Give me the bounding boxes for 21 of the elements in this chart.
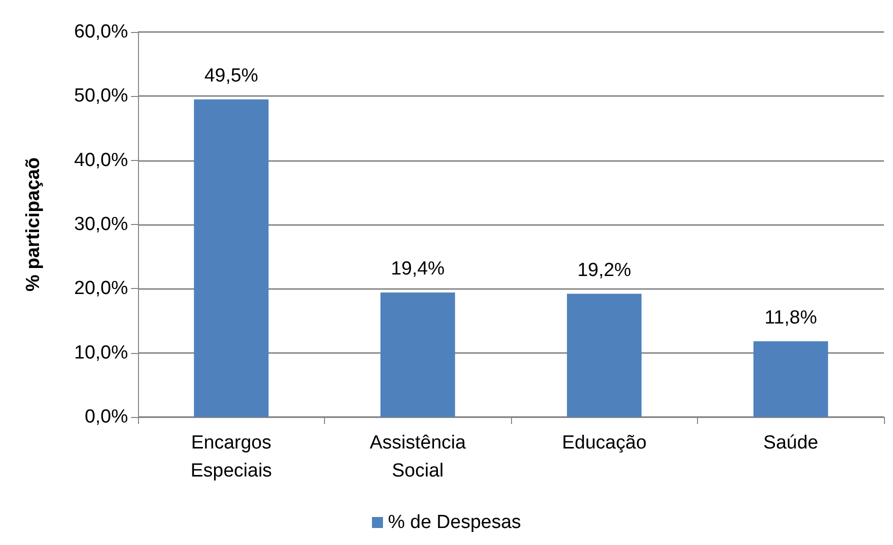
y-tick-label: 20,0%	[74, 278, 128, 300]
y-axis-title: % participaçaõ	[23, 157, 44, 292]
y-tick-label: 50,0%	[74, 86, 128, 107]
y-tick-label: 0,0%	[84, 406, 128, 428]
y-tick-label: 30,0%	[74, 214, 128, 235]
data-label: 49,5%	[204, 65, 258, 86]
x-tick-label: Saúde	[763, 432, 818, 454]
y-tick-label: 40,0%	[74, 150, 128, 171]
bar	[753, 341, 828, 417]
data-label: 19,2%	[577, 260, 632, 281]
bar	[194, 99, 269, 417]
bar	[380, 292, 456, 417]
legend-label: % de Despesas	[388, 512, 522, 533]
y-tick-label: 60,0%	[74, 22, 128, 42]
data-label: 19,4%	[390, 258, 445, 280]
x-tick-label: Educação	[562, 432, 647, 454]
data-label: 11,8%	[764, 307, 818, 328]
bar	[566, 294, 642, 417]
x-tick-label: Encargos Especiais	[190, 432, 272, 482]
y-tick-label: 10,0%	[74, 342, 128, 364]
x-tick-label: Assistência Social	[370, 432, 466, 482]
